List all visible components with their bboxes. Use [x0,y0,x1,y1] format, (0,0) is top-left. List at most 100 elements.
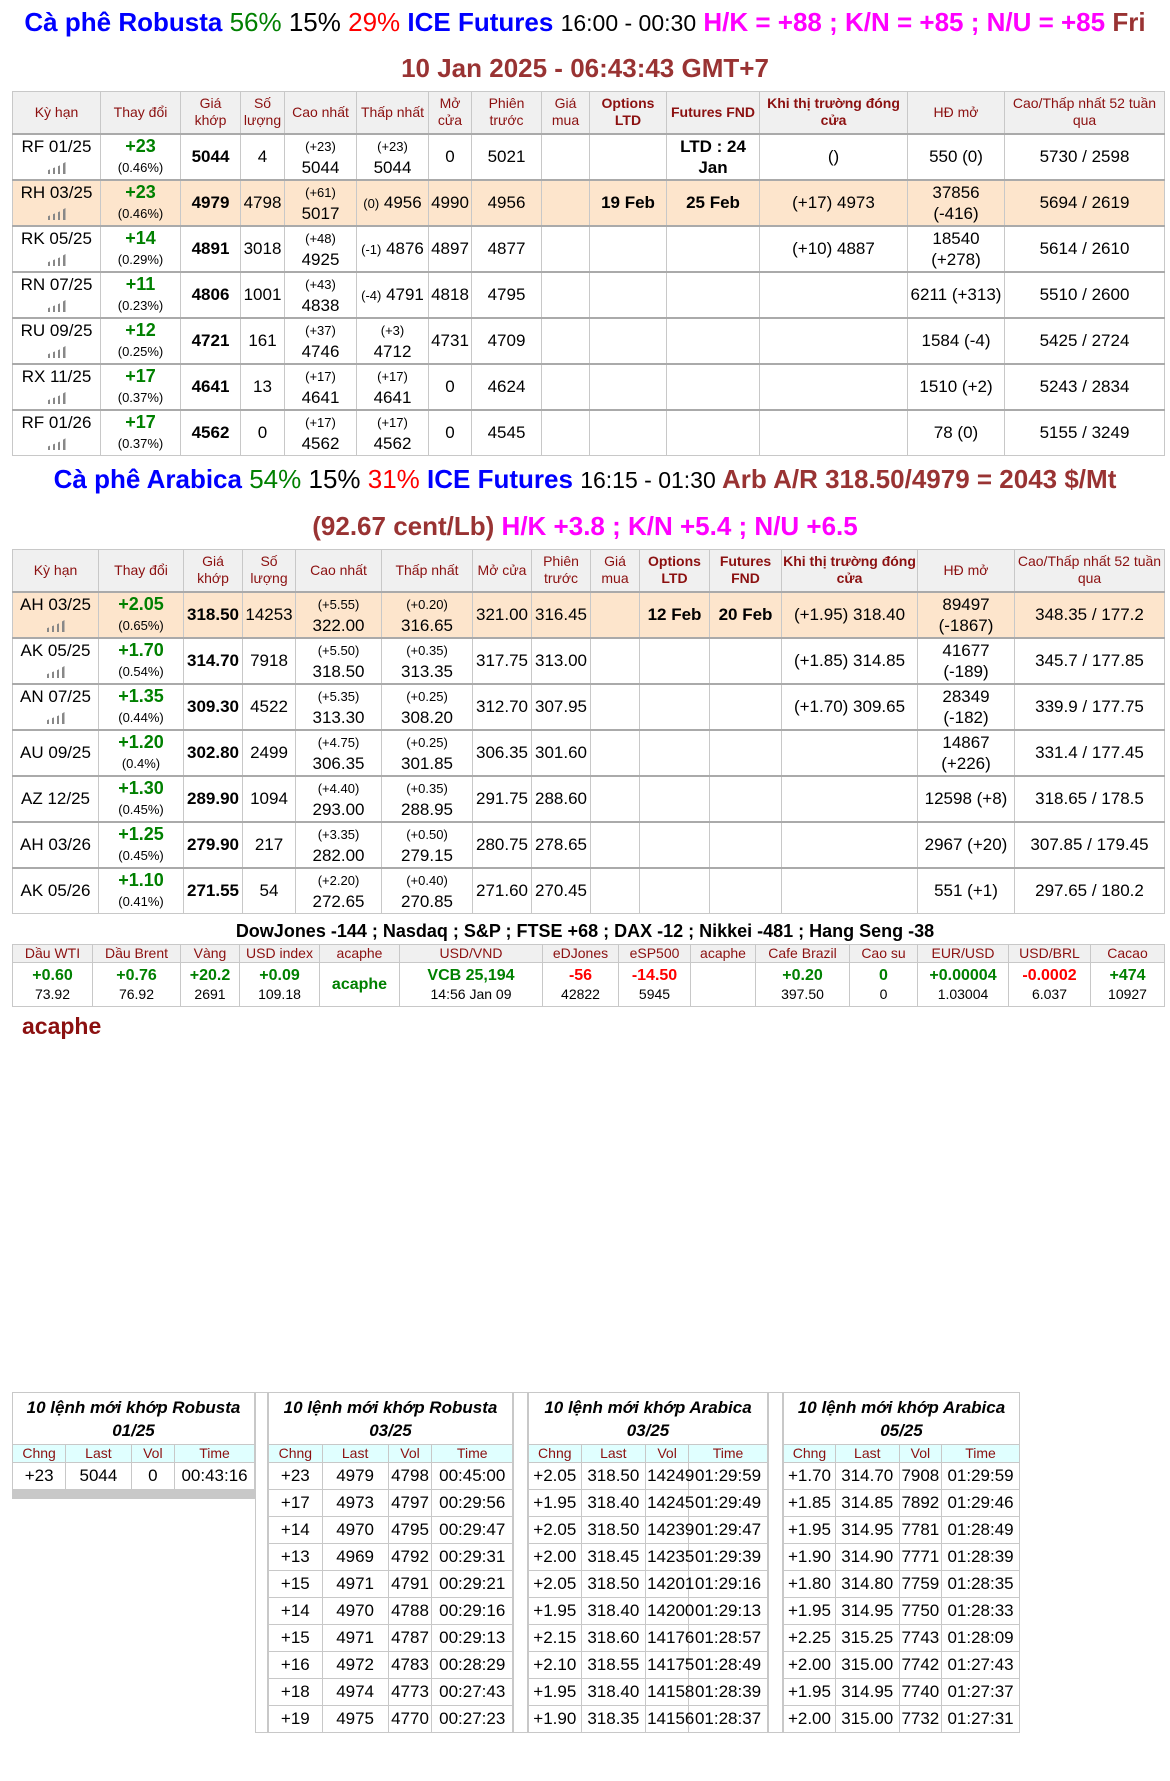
chart-icon[interactable] [47,346,66,359]
chart-icon[interactable] [46,620,65,633]
bid [590,682,640,730]
trade-volume: 7732 [898,1705,943,1733]
trade-change: +17 [268,1489,323,1517]
futures-fnd [709,636,782,684]
market-value: 109.18 [258,985,301,1002]
trade-volume: 4770 [387,1705,433,1733]
trade-volume: 7771 [898,1543,943,1571]
market-cell: +0.76 76.92 [92,962,181,1007]
column-header: Thấp nhất [381,549,473,592]
header-row: Kỳ hạn Thay đổi Giá khớp Số lượng Cao nhất Th… [12,91,1165,134]
options-ltd [639,820,710,868]
pct-3: 31% [367,464,420,494]
open-interest: 1584 (-4) [907,316,1005,364]
market-value: 6.037 [1031,985,1068,1002]
chart-icon[interactable] [47,208,66,221]
trade-time: 01:29:16 [688,1570,768,1598]
low-value: 308.20 [401,708,453,727]
contract-term: AN 07/25 [20,686,91,706]
trade-change: +15 [268,1624,323,1652]
bid [590,590,640,638]
trade-last: 318.50 [580,1462,647,1490]
open: 306.35 [472,728,532,776]
trade-row: +2.05 318.50 14249 01:29:59 [528,1462,768,1490]
low-value: 316.65 [401,616,453,635]
chart-icon[interactable] [47,392,66,405]
change-cell: +1.25 (0.45%) [98,820,184,868]
low-change: (+0.20) [406,597,448,612]
low-change: (+0.35) [406,643,448,658]
low-cell: (-4) 4791 [356,270,429,318]
chart-icon[interactable] [47,254,66,267]
low-cell: (+0.40) 270.85 [381,866,473,914]
trade-last: 318.40 [580,1678,647,1706]
term-cell: RK 05/25 [12,224,101,272]
table-row: AH 03/25 +2.05 (0.65%) 318.50 14253 (+5.55) 32… [12,590,1165,638]
trade-time: 01:28:39 [688,1678,768,1706]
low-value: 4641 [373,388,412,407]
market-value: 2691 [194,985,226,1002]
chart-icon[interactable] [46,712,65,725]
open: 0 [428,132,472,180]
term-cell: AK 05/25 [12,636,99,684]
trade-time: 00:29:21 [431,1570,513,1598]
futures-fnd [709,820,782,868]
change-cell: +1.35 (0.44%) [98,682,184,730]
trade-time: 01:27:37 [941,1678,1020,1706]
table-row: RX 11/25 +17 (0.37%) 4641 13 (+17) 4641 (+17) 46… [12,362,1165,410]
chart-icon[interactable] [46,666,65,679]
table-row: AZ 12/25 +1.30 (0.45%) 289.90 1094 (+4.40) 293… [12,774,1165,822]
chart-icon[interactable] [47,300,66,313]
trade-last: 4971 [321,1570,389,1598]
change-cell: +17 (0.37%) [100,362,181,410]
trade-volume: 4783 [387,1651,433,1679]
bid [541,178,590,226]
trade-change: +2.00 [783,1705,836,1733]
volume: 54 [242,866,296,914]
high-change: (+3.35) [317,827,360,842]
trade-volume: 14201 [645,1570,694,1598]
low-change: (+23) [377,139,408,154]
trade-change: +1.95 [783,1597,836,1625]
exchange: ICE Futures [427,464,573,494]
market-header: eDJones [542,944,619,963]
change-cell: +12 (0.25%) [100,316,181,364]
trade-change: +2.05 [528,1570,582,1598]
trade-change: +2.25 [783,1624,836,1652]
trade-time: 00:29:16 [431,1597,513,1625]
trades-column-header: Time [941,1444,1020,1463]
trade-time: 00:43:16 [174,1462,255,1490]
trades-header-row: Chng Last Vol Time [11,1444,255,1463]
chart-icon[interactable] [47,162,66,175]
trades-table: 10 lệnh mới khớp Robusta 01/25 Chng Last Vo… [11,1392,255,1499]
options-ltd: 12 Feb [639,590,710,638]
contract-term: RH 03/25 [20,182,93,202]
market-change: -0.0002 [1022,966,1077,984]
trade-time: 00:45:00 [431,1462,513,1490]
high-change: (+43) [305,277,336,292]
low-value: 4562 [373,434,412,454]
last-price: 271.55 [183,866,243,914]
trade-time: 01:27:43 [941,1651,1020,1679]
trade-last: 4974 [321,1678,389,1706]
column-header: Cao/Thấp nhất 52 tuần qua [1014,549,1165,592]
pct-2: 15% [288,7,341,37]
trade-change: +2.05 [528,1462,582,1490]
market-change: +20.2 [189,966,231,984]
hours: 16:00 - 00:30 [560,10,697,36]
change-cell: +11 (0.23%) [100,270,181,318]
high-change: (+48) [305,231,336,246]
previous: 316.45 [531,590,591,638]
bid [541,316,590,364]
trade-row: +2.15 318.60 14176 01:28:57 [528,1624,768,1652]
chart-icon[interactable] [47,438,66,451]
trade-time: 01:29:47 [688,1516,768,1544]
change-cell: +1.30 (0.45%) [98,774,184,822]
column-header: Options LTD [639,549,710,592]
trade-change: +19 [268,1705,323,1733]
change-percent: (0.37%) [117,435,164,451]
low-value: 4712 [373,342,412,361]
market-value: 14:56 Jan 09 [430,985,512,1002]
market-close [781,774,918,822]
market-value: 42822 [561,985,600,1002]
